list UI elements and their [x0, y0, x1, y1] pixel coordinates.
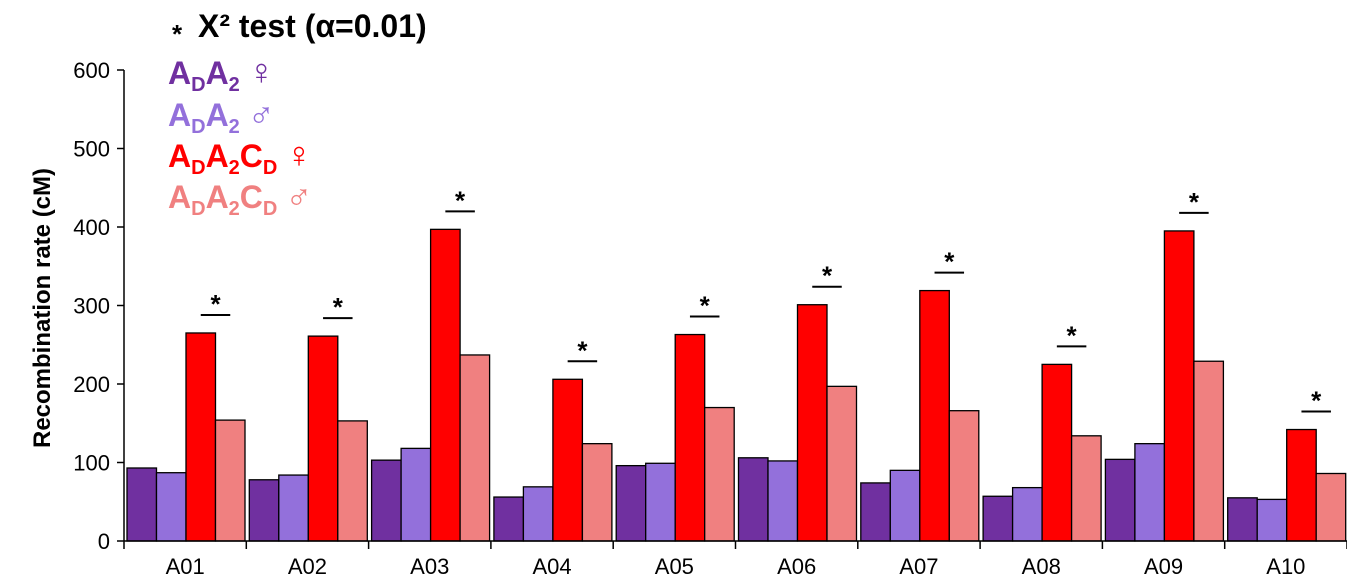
x-tick-label-a03: A03: [410, 554, 449, 579]
bar-a04-series-3: [552, 378, 584, 542]
bar-a10-series-4: [1315, 472, 1347, 542]
bar-a10-series-2: [1256, 498, 1288, 542]
bar-a05-series-2: [645, 462, 676, 542]
significance-star-a04: *: [577, 335, 588, 365]
bar-a08-series-3: [1041, 363, 1073, 542]
y-axis-label: Recombination rate (cM): [29, 168, 56, 448]
x-tick-label-a10: A10: [1266, 554, 1305, 579]
x-tick-label-a04: A04: [532, 554, 571, 579]
bar-a08-series-1: [982, 495, 1014, 542]
legend-item-1: ADA2 ♀: [168, 51, 275, 96]
y-tick-label: 400: [73, 215, 110, 240]
significance-legend-star: *: [172, 19, 183, 49]
bar-a01-series-4: [214, 419, 246, 542]
significance-star-a06: *: [822, 261, 833, 291]
significance-star-a05: *: [700, 291, 711, 321]
significance-star-a09: *: [1189, 187, 1200, 217]
bar-a03-series-1: [370, 459, 402, 542]
bar-a09-series-1: [1104, 458, 1136, 542]
x-tick-label-a02: A02: [288, 554, 327, 579]
bar-a04-series-1: [493, 496, 525, 542]
bar-a03-series-3: [429, 228, 461, 542]
bar-a01-series-3: [185, 332, 217, 542]
bar-a02-series-3: [307, 335, 339, 542]
y-tick-label: 200: [73, 372, 110, 397]
bar-a06-series-1: [737, 457, 769, 542]
bar-a05-series-3: [674, 333, 706, 542]
bar-a10-series-1: [1227, 497, 1258, 542]
significance-star-a10: *: [1311, 386, 1322, 416]
bar-a10-series-3: [1286, 428, 1317, 542]
significance-star-a01: *: [210, 289, 221, 319]
bar-a05-series-1: [615, 464, 647, 542]
y-tick-label: 600: [73, 58, 110, 83]
bar-a07-series-3: [919, 289, 950, 542]
legend: * X² test (α=0.01) ADA2 ♀ADA2 ♂ADA2CD ♀ADA2…: [168, 8, 427, 220]
significance-star-a08: *: [1067, 320, 1078, 350]
legend-item-3: ADA2CD ♀: [168, 134, 312, 179]
significance-star-a02: *: [333, 292, 344, 322]
bar-a01-series-2: [155, 472, 187, 542]
bar-a08-series-4: [1070, 435, 1102, 542]
legend-item-4: ADA2CD ♂: [168, 175, 312, 220]
significance-star-a07: *: [944, 247, 955, 277]
bar-a04-series-4: [581, 443, 613, 542]
y-tick-label: 100: [73, 451, 110, 476]
bar-a03-series-4: [459, 354, 491, 542]
bar-a03-series-2: [400, 447, 432, 542]
x-tick-label-a01: A01: [166, 554, 205, 579]
x-tick-label-a09: A09: [1144, 554, 1183, 579]
bar-a06-series-3: [796, 304, 828, 542]
bar-a05-series-4: [704, 406, 735, 542]
bar-a08-series-2: [1011, 486, 1043, 542]
x-tick-label-a07: A07: [899, 554, 938, 579]
bar-a09-series-3: [1163, 230, 1195, 542]
significance-star-a03: *: [455, 185, 466, 215]
bar-a07-series-2: [889, 469, 921, 542]
significance-test-label: X² test (α=0.01): [198, 8, 427, 44]
y-tick-label: 0: [98, 529, 110, 554]
bar-a02-series-1: [248, 479, 280, 542]
x-tick-label-a08: A08: [1022, 554, 1061, 579]
y-tick-label: 300: [73, 294, 110, 319]
bar-a09-series-2: [1134, 443, 1166, 542]
bar-a07-series-4: [948, 410, 980, 542]
bar-a02-series-4: [337, 420, 368, 542]
bar-a06-series-2: [767, 460, 799, 542]
x-tick-label-a06: A06: [777, 554, 816, 579]
legend-item-2: ADA2 ♂: [168, 93, 275, 138]
y-tick-label: 500: [73, 137, 110, 162]
bar-a09-series-4: [1193, 360, 1225, 542]
bar-a07-series-1: [860, 482, 891, 542]
bar-a06-series-4: [826, 385, 858, 542]
x-tick-label-a05: A05: [655, 554, 694, 579]
bar-a02-series-2: [278, 474, 309, 542]
bar-a01-series-1: [126, 467, 158, 542]
bar-a04-series-2: [522, 486, 554, 542]
